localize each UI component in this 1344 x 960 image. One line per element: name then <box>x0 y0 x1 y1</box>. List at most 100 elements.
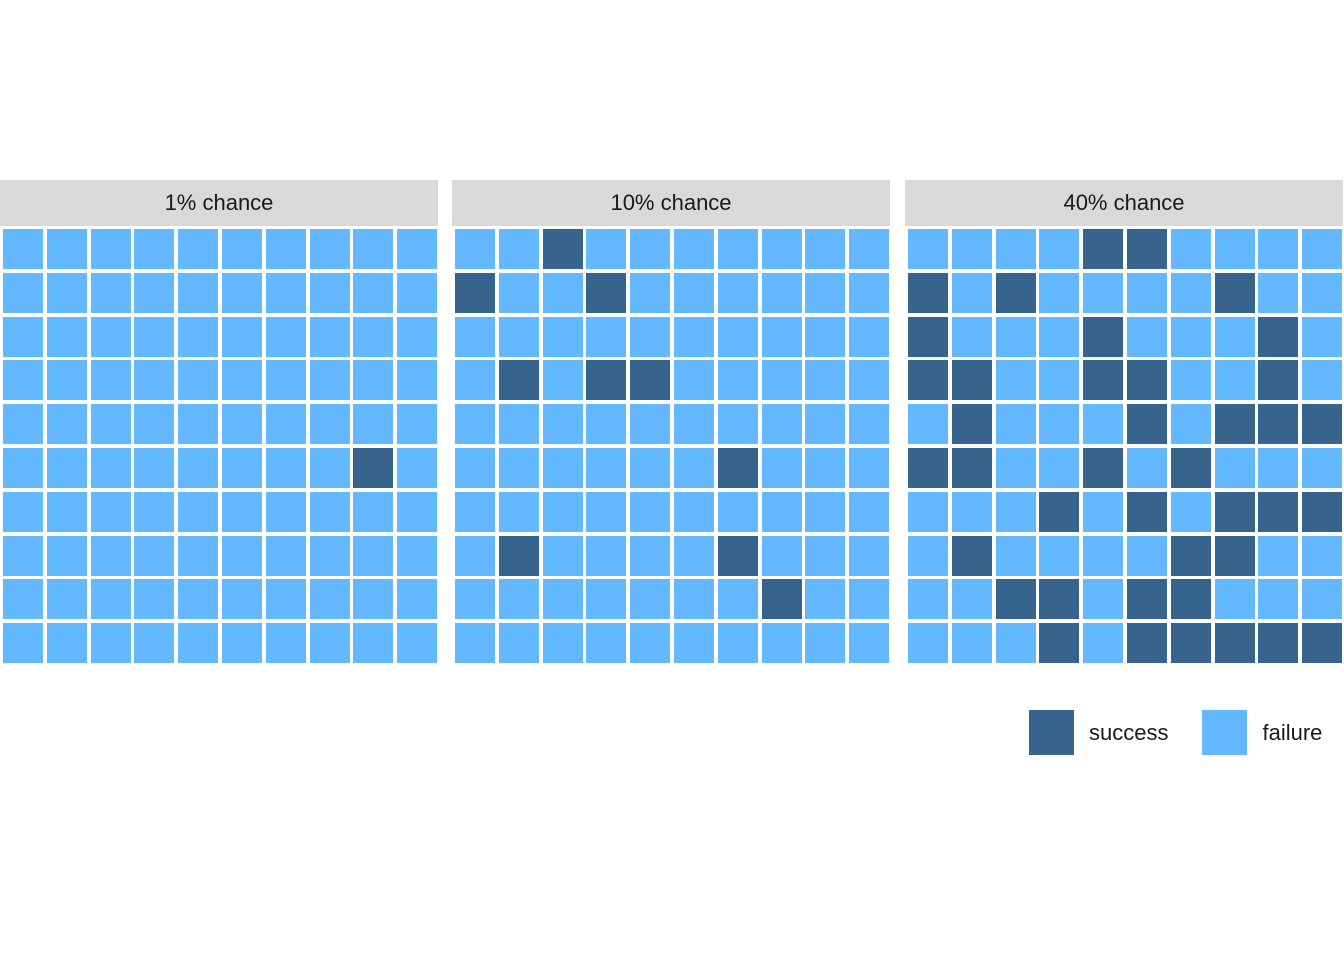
waffle-cell-failure <box>3 229 43 269</box>
waffle-cell-failure <box>455 229 495 269</box>
waffle-cell-failure <box>849 491 890 532</box>
waffle-cell-failure <box>498 272 539 313</box>
waffle-cell-failure <box>674 535 714 576</box>
waffle-cell-failure <box>630 623 671 664</box>
waffle-cell-success <box>1258 316 1299 357</box>
waffle-cell-failure <box>761 404 802 445</box>
waffle-cell-failure <box>134 272 175 313</box>
waffle-cell-failure <box>309 579 350 620</box>
waffle-cell-failure <box>908 229 948 269</box>
waffle-cell-failure <box>309 535 350 576</box>
waffle-cell-failure <box>951 316 992 357</box>
waffle-cell-failure <box>397 316 438 357</box>
waffle-cell-success <box>1302 623 1343 664</box>
waffle-cell-success <box>908 448 948 488</box>
legend-item-success: success <box>1029 710 1168 755</box>
waffle-cell-success <box>1258 404 1299 445</box>
waffle-cell-failure <box>717 272 758 313</box>
waffle-cell-failure <box>674 316 714 357</box>
waffle-cell-success <box>1214 491 1255 532</box>
waffle-cell-failure <box>908 535 948 576</box>
waffle-cell-failure <box>849 360 890 401</box>
waffle-cell-failure <box>455 579 495 620</box>
waffle-cell-success <box>1127 360 1167 401</box>
waffle-cell-failure <box>178 448 219 488</box>
waffle-cell-failure <box>717 316 758 357</box>
waffle-cell-failure <box>178 491 219 532</box>
waffle-cell-failure <box>1258 535 1299 576</box>
waffle-cell-success <box>1214 535 1255 576</box>
waffle-cell-failure <box>309 229 350 269</box>
waffle-cell-success <box>586 272 627 313</box>
waffle-cell-failure <box>630 579 671 620</box>
waffle-cell-failure <box>309 623 350 664</box>
waffle-cell-failure <box>134 535 175 576</box>
waffle-cell-failure <box>1039 229 1080 269</box>
waffle-cell-failure <box>630 535 671 576</box>
waffle-cell-failure <box>222 535 262 576</box>
waffle-cell-failure <box>1083 579 1124 620</box>
waffle-cell-success <box>1302 491 1343 532</box>
waffle-cell-failure <box>455 491 495 532</box>
waffle-cell-success <box>951 360 992 401</box>
waffle-cell-failure <box>995 316 1036 357</box>
waffle-cell-failure <box>90 448 131 488</box>
waffle-cell-failure <box>90 229 131 269</box>
waffle-cell-success <box>630 360 671 401</box>
waffle-cell-success <box>908 272 948 313</box>
waffle-cell-failure <box>90 579 131 620</box>
waffle-cell-success <box>455 272 495 313</box>
waffle-cell-failure <box>761 623 802 664</box>
waffle-cell-failure <box>222 360 262 401</box>
waffle-cell-failure <box>46 535 87 576</box>
waffle-cell-failure <box>455 535 495 576</box>
waffle-cell-success <box>761 579 802 620</box>
legend-key-success <box>1029 710 1074 755</box>
waffle-cell-failure <box>849 535 890 576</box>
waffle-cell-failure <box>3 360 43 401</box>
waffle-cell-failure <box>674 448 714 488</box>
waffle-cell-success <box>1170 535 1211 576</box>
waffle-cell-failure <box>1258 272 1299 313</box>
waffle-grid <box>0 226 438 666</box>
waffle-cell-failure <box>353 535 394 576</box>
waffle-cell-success <box>717 448 758 488</box>
waffle-cell-failure <box>46 623 87 664</box>
waffle-cell-failure <box>805 316 846 357</box>
waffle-cell-failure <box>1083 272 1124 313</box>
waffle-cell-failure <box>90 491 131 532</box>
waffle-cell-failure <box>1302 316 1343 357</box>
waffle-cell-failure <box>397 229 438 269</box>
waffle-cell-failure <box>1302 272 1343 313</box>
waffle-cell-failure <box>46 448 87 488</box>
waffle-cell-failure <box>178 404 219 445</box>
waffle-cell-failure <box>353 404 394 445</box>
waffle-cell-failure <box>309 404 350 445</box>
waffle-cell-failure <box>805 448 846 488</box>
waffle-cell-failure <box>1039 272 1080 313</box>
waffle-cell-failure <box>761 491 802 532</box>
facet-panel-1pct: 1% chance <box>0 180 438 666</box>
waffle-cell-failure <box>1302 535 1343 576</box>
waffle-cell-failure <box>178 229 219 269</box>
waffle-cell-failure <box>674 229 714 269</box>
waffle-cell-failure <box>542 623 583 664</box>
waffle-cell-failure <box>353 579 394 620</box>
waffle-cell-failure <box>134 229 175 269</box>
waffle-cell-failure <box>397 491 438 532</box>
waffle-cell-failure <box>1170 229 1211 269</box>
waffle-cell-success <box>1127 229 1167 269</box>
waffle-cell-failure <box>1127 316 1167 357</box>
waffle-cell-success <box>1127 623 1167 664</box>
waffle-cell-failure <box>455 623 495 664</box>
waffle-cell-failure <box>1039 316 1080 357</box>
waffle-cell-failure <box>542 316 583 357</box>
waffle-cell-failure <box>630 448 671 488</box>
waffle-cell-failure <box>1258 448 1299 488</box>
waffle-cell-failure <box>265 491 306 532</box>
waffle-cell-failure <box>353 360 394 401</box>
waffle-cell-failure <box>498 229 539 269</box>
waffle-cell-failure <box>353 229 394 269</box>
waffle-cell-failure <box>1039 360 1080 401</box>
waffle-cell-failure <box>1083 404 1124 445</box>
